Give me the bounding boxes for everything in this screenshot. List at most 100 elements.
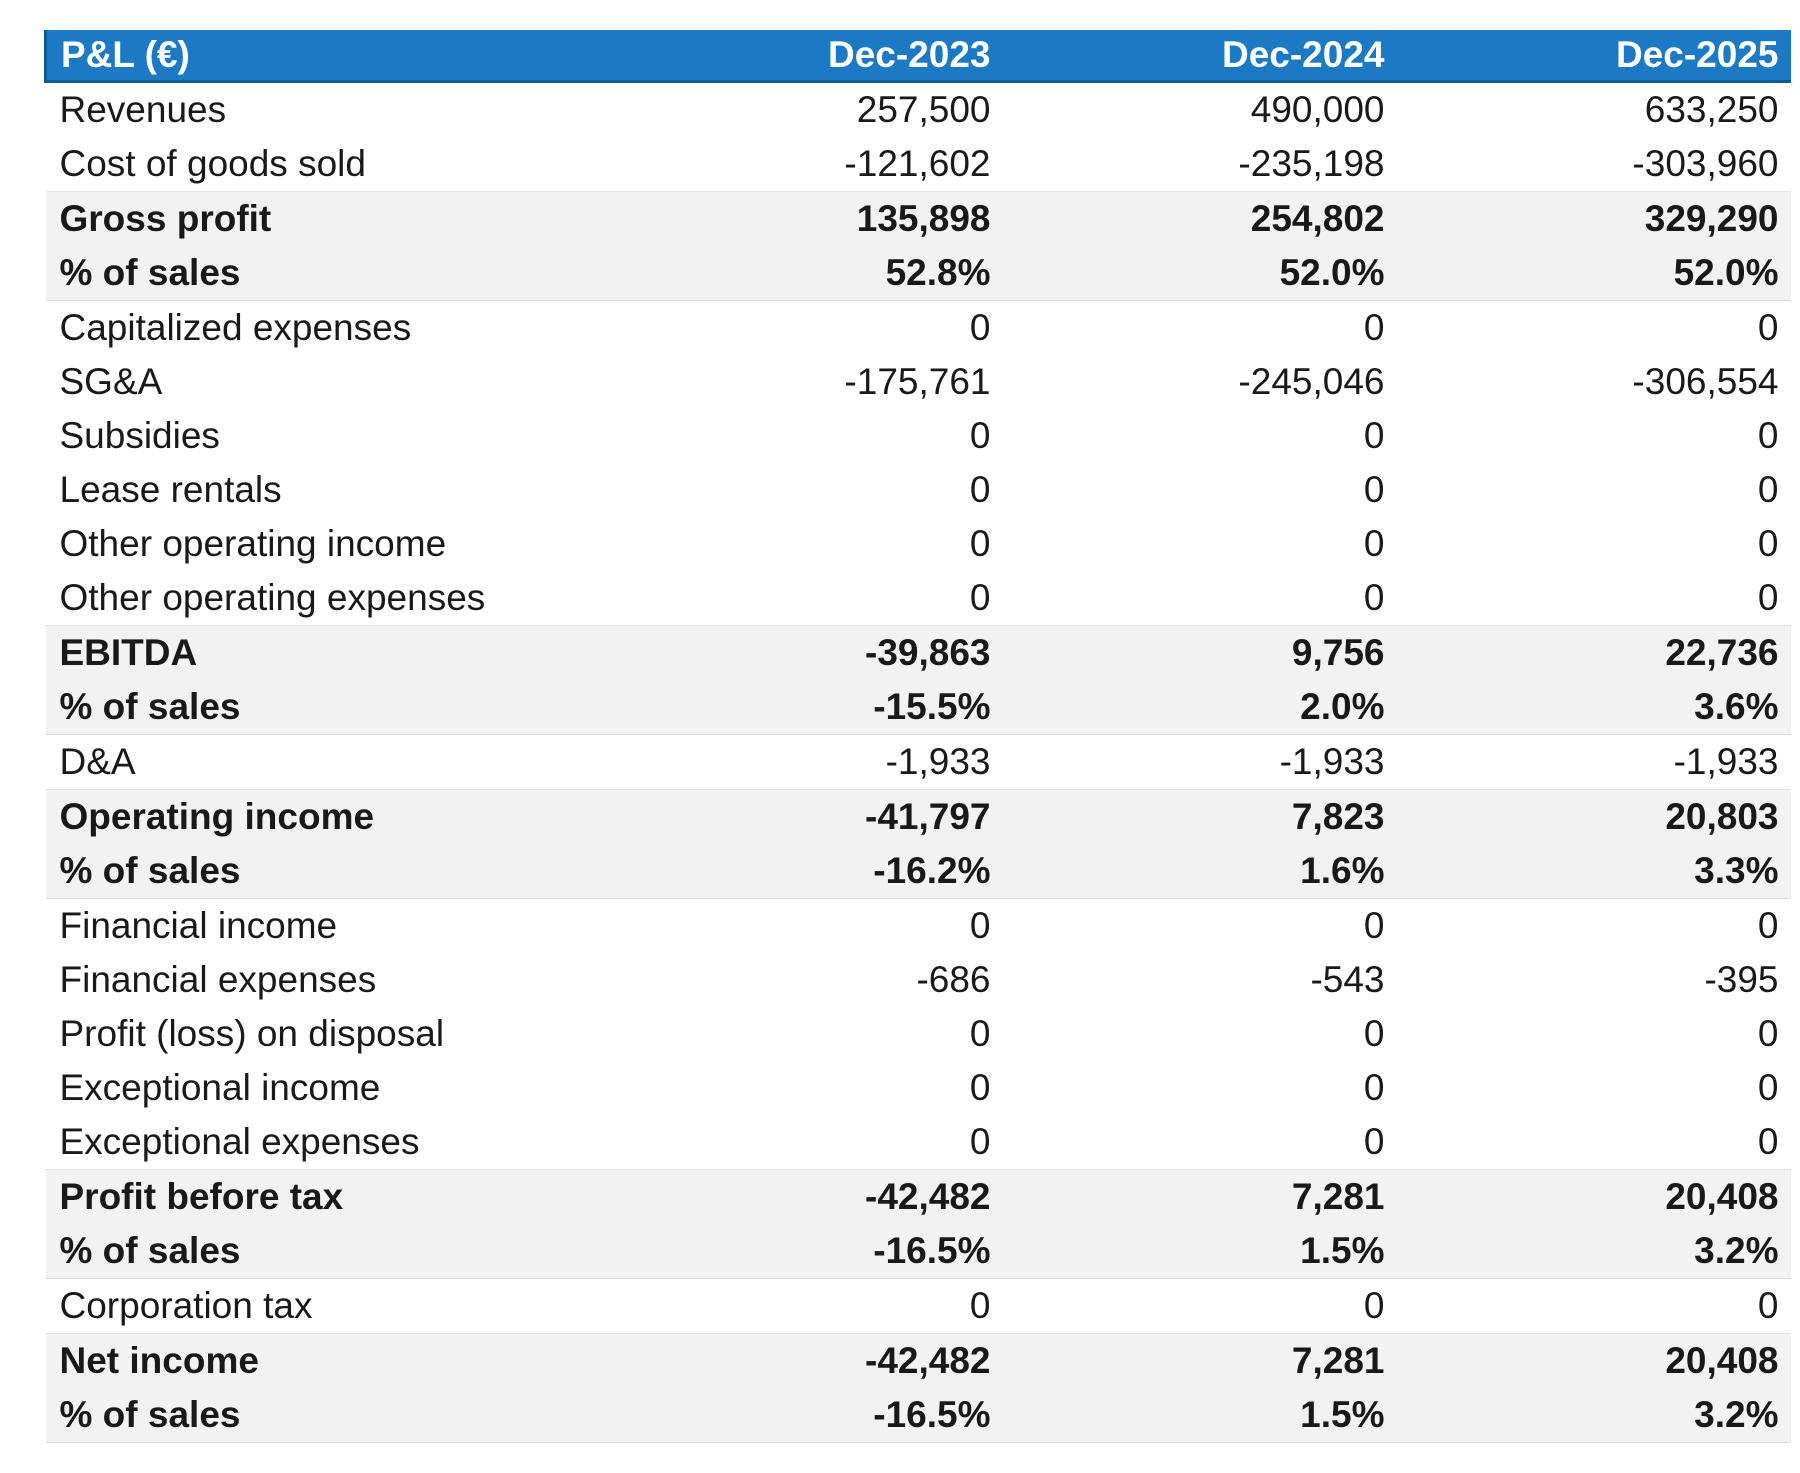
cell-value: 0 — [608, 300, 1003, 355]
cell-value: 1.5% — [1002, 1388, 1397, 1443]
row-label: % of sales — [45, 246, 609, 301]
cell-value: 22,736 — [1396, 625, 1791, 680]
table-title: P&L (€) — [44, 30, 609, 83]
row-label: % of sales — [45, 844, 609, 899]
row-label: EBITDA — [45, 625, 609, 680]
row-label: Profit (loss) on disposal — [45, 1007, 609, 1061]
row-label: Other operating expenses — [45, 571, 609, 626]
cell-value: 0 — [1396, 571, 1791, 626]
cell-value: 3.2% — [1396, 1224, 1791, 1279]
cell-value: 52.0% — [1396, 246, 1791, 301]
table-row: Gross profit 135,898 254,802 329,290 — [45, 191, 1791, 246]
row-label: % of sales — [45, 680, 609, 735]
cell-value: 0 — [608, 409, 1003, 463]
cell-value: 0 — [1002, 409, 1397, 463]
cell-value: 0 — [1396, 898, 1791, 953]
cell-value: 0 — [1396, 1115, 1791, 1170]
table-row: Capitalized expenses 0 0 0 — [45, 300, 1791, 355]
table-row: Corporation tax 0 0 0 — [45, 1278, 1791, 1334]
cell-value: -1,933 — [1396, 734, 1791, 790]
cell-value: 20,408 — [1396, 1333, 1791, 1388]
cell-value: 0 — [608, 1278, 1003, 1334]
row-label: Subsidies — [45, 409, 609, 463]
cell-value: -1,933 — [1002, 734, 1397, 790]
cell-value: 0 — [608, 1061, 1003, 1115]
row-label: Financial expenses — [45, 953, 609, 1007]
cell-value: 7,281 — [1002, 1169, 1397, 1224]
table-row: % of sales -15.5% 2.0% 3.6% — [45, 680, 1791, 735]
cell-value: -42,482 — [608, 1169, 1003, 1224]
table-row: D&A -1,933 -1,933 -1,933 — [45, 734, 1791, 790]
table-row: Exceptional income 0 0 0 — [45, 1061, 1791, 1115]
table-row: Subsidies 0 0 0 — [45, 409, 1791, 463]
table-row: Financial income 0 0 0 — [45, 898, 1791, 953]
row-label: Corporation tax — [45, 1278, 609, 1334]
row-label: Gross profit — [45, 191, 609, 246]
row-label: Capitalized expenses — [45, 300, 609, 355]
cell-value: 52.8% — [608, 246, 1003, 301]
table-row: Lease rentals 0 0 0 — [45, 463, 1791, 517]
row-label: SG&A — [45, 355, 609, 409]
table-header: P&L (€) Dec-2023 Dec-2024 Dec-2025 — [44, 30, 1791, 83]
row-label: % of sales — [45, 1224, 609, 1279]
table-row: Profit (loss) on disposal 0 0 0 — [45, 1007, 1791, 1061]
cell-value: 52.0% — [1002, 246, 1397, 301]
row-label: Exceptional expenses — [45, 1115, 609, 1170]
cell-value: 0 — [1396, 409, 1791, 463]
cell-value: 0 — [608, 571, 1003, 626]
pnl-table: P&L (€) Dec-2023 Dec-2024 Dec-2025 Reven… — [44, 30, 1791, 1443]
cell-value: -39,863 — [608, 625, 1003, 680]
cell-value: 0 — [1002, 898, 1397, 953]
row-label: Lease rentals — [45, 463, 609, 517]
table-row: SG&A -175,761 -245,046 -306,554 — [45, 355, 1791, 409]
cell-value: -15.5% — [608, 680, 1003, 735]
cell-value: 0 — [1002, 517, 1397, 571]
cell-value: 3.3% — [1396, 844, 1791, 899]
cell-value: 0 — [608, 517, 1003, 571]
column-header: Dec-2023 — [608, 30, 1003, 83]
cell-value: -543 — [1002, 953, 1397, 1007]
table-row: EBITDA -39,863 9,756 22,736 — [45, 625, 1791, 680]
cell-value: -245,046 — [1002, 355, 1397, 409]
cell-value: 9,756 — [1002, 625, 1397, 680]
cell-value: -686 — [608, 953, 1003, 1007]
cell-value: 0 — [1002, 1007, 1397, 1061]
row-label: Cost of goods sold — [45, 137, 609, 192]
cell-value: 0 — [1002, 1061, 1397, 1115]
cell-value: 7,281 — [1002, 1333, 1397, 1388]
cell-value: 0 — [608, 1115, 1003, 1170]
cell-value: 1.5% — [1002, 1224, 1397, 1279]
table-row: Revenues 257,500 490,000 633,250 — [45, 81, 1791, 137]
table-row: Cost of goods sold -121,602 -235,198 -303,9… — [45, 137, 1791, 192]
header-row: P&L (€) Dec-2023 Dec-2024 Dec-2025 — [44, 30, 1791, 83]
table-row: % of sales -16.2% 1.6% 3.3% — [45, 844, 1791, 899]
cell-value: -306,554 — [1396, 355, 1791, 409]
cell-value: -235,198 — [1002, 137, 1397, 192]
cell-value: 633,250 — [1396, 81, 1791, 137]
cell-value: 0 — [1002, 571, 1397, 626]
cell-value: 3.6% — [1396, 680, 1791, 735]
column-header: Dec-2024 — [1002, 30, 1397, 83]
row-label: Net income — [45, 1333, 609, 1388]
row-label: Other operating income — [45, 517, 609, 571]
cell-value: 2.0% — [1002, 680, 1397, 735]
cell-value: 257,500 — [608, 81, 1003, 137]
cell-value: 3.2% — [1396, 1388, 1791, 1443]
cell-value: -16.5% — [608, 1388, 1003, 1443]
cell-value: -303,960 — [1396, 137, 1791, 192]
row-label: Revenues — [45, 81, 609, 137]
cell-value: 0 — [1396, 300, 1791, 355]
column-header: Dec-2025 — [1396, 30, 1791, 83]
cell-value: 0 — [1002, 463, 1397, 517]
cell-value: 254,802 — [1002, 191, 1397, 246]
cell-value: 0 — [1396, 1278, 1791, 1334]
pnl-table-body: Revenues 257,500 490,000 633,250 Cost of goo… — [45, 81, 1791, 1443]
cell-value: 0 — [1396, 1007, 1791, 1061]
cell-value: 0 — [608, 463, 1003, 517]
cell-value: 135,898 — [608, 191, 1003, 246]
table-row: % of sales -16.5% 1.5% 3.2% — [45, 1224, 1791, 1279]
cell-value: 20,408 — [1396, 1169, 1791, 1224]
cell-value: -395 — [1396, 953, 1791, 1007]
cell-value: 490,000 — [1002, 81, 1397, 137]
